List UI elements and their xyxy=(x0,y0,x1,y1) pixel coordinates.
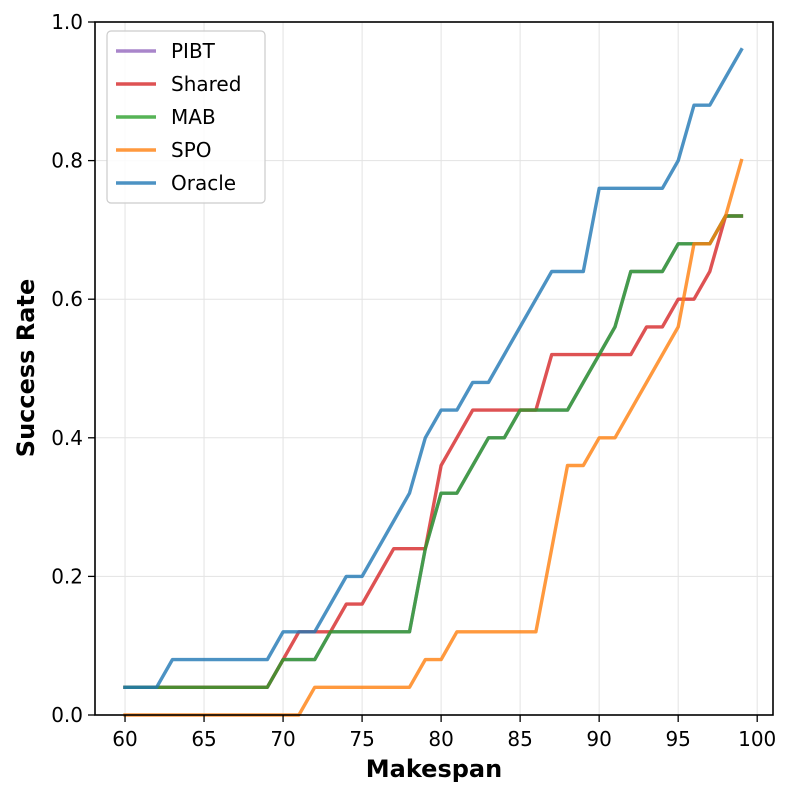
ticks: 60 65 70 75 80 85 90 95 100 0.0 0.2 0.4 0.6 0.8 1.0 xyxy=(51,10,776,751)
y-tick-label: 1.0 xyxy=(51,10,83,34)
series-line-mab xyxy=(123,214,744,689)
legend-label-spo: SPO xyxy=(171,138,212,162)
y-axis-label: Success Rate xyxy=(12,279,40,457)
y-tick-label: 0.0 xyxy=(51,703,83,727)
y-tick-label: 0.4 xyxy=(51,426,83,450)
legend: PIBT Shared MAB SPO Oracle xyxy=(106,30,266,204)
x-tick-label: 70 xyxy=(270,727,295,751)
legend-box xyxy=(106,30,266,204)
legend-label-mab: MAB xyxy=(171,105,216,129)
y-tick-label: 0.2 xyxy=(51,564,83,588)
x-tick-label: 95 xyxy=(665,727,690,751)
x-tick-label: 60 xyxy=(112,727,137,751)
legend-label-oracle: Oracle xyxy=(171,171,236,195)
x-tick-label: 100 xyxy=(738,727,776,751)
x-tick-label: 75 xyxy=(349,727,374,751)
y-tick-label: 0.6 xyxy=(51,287,83,311)
series-line-oracle xyxy=(123,47,744,689)
x-tick-label: 85 xyxy=(507,727,532,751)
series-layer xyxy=(123,47,744,717)
legend-label-pibt: PIBT xyxy=(171,39,216,63)
series-line-shared xyxy=(123,214,744,689)
legend-label-shared: Shared xyxy=(171,72,241,96)
series-line-spo xyxy=(123,158,744,717)
y-tick-label: 0.8 xyxy=(51,149,83,173)
x-tick-label: 65 xyxy=(191,727,216,751)
x-tick-label: 80 xyxy=(428,727,453,751)
x-tick-label: 90 xyxy=(586,727,611,751)
x-axis-label: Makespan xyxy=(366,755,502,783)
plot-frame xyxy=(94,21,774,716)
